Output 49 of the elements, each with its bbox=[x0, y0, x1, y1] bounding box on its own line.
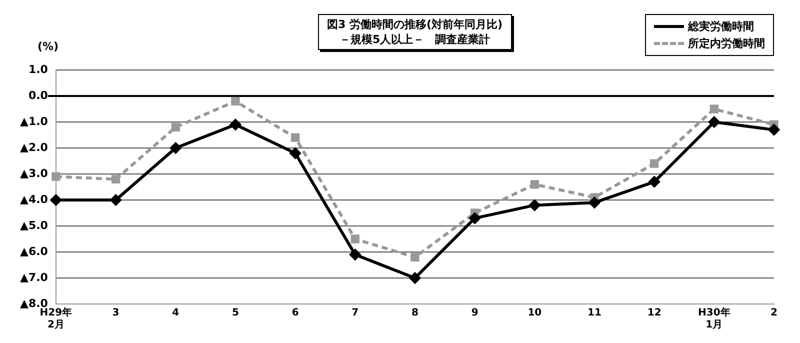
point bbox=[768, 124, 780, 136]
point bbox=[529, 200, 540, 211]
y-tick-label: 0.0 bbox=[28, 88, 48, 102]
point bbox=[52, 172, 60, 181]
x-tick-label: 7 bbox=[352, 308, 359, 319]
x-tick-label: 11 bbox=[588, 308, 602, 319]
y-tick-label: ▲2.0 bbox=[20, 140, 48, 154]
x-tick-label: 12 bbox=[647, 308, 662, 319]
point bbox=[708, 116, 720, 128]
legend-label: 総実労働時間 bbox=[688, 19, 754, 35]
y-tick-label: ▲6.0 bbox=[20, 244, 48, 258]
point bbox=[50, 194, 62, 206]
x-tick-label: 2 bbox=[770, 308, 778, 319]
point bbox=[110, 194, 122, 206]
y-tick-label: ▲1.0 bbox=[20, 114, 48, 128]
point bbox=[230, 119, 241, 130]
point bbox=[469, 212, 480, 224]
x-tick-label: 3 bbox=[112, 308, 120, 319]
point bbox=[111, 174, 120, 184]
point bbox=[410, 252, 420, 262]
y-tick-label: ▲5.0 bbox=[20, 218, 48, 232]
chart-title: 図3 労働時間の推移(対前年同月比) bbox=[327, 17, 503, 32]
y-tick-label: ▲3.0 bbox=[20, 166, 48, 180]
x-tick-label: 8 bbox=[411, 308, 418, 319]
y-axis-title: (%) bbox=[37, 40, 59, 53]
x-tick-label: 5 bbox=[232, 308, 239, 319]
x-tick-label: 6 bbox=[292, 308, 299, 319]
point bbox=[350, 249, 361, 260]
x-tick-label: H30年 1月 bbox=[698, 306, 730, 331]
point bbox=[409, 272, 420, 284]
point bbox=[350, 234, 360, 244]
point bbox=[170, 142, 182, 154]
point bbox=[530, 180, 539, 189]
point bbox=[588, 197, 600, 208]
x-tick-label: 4 bbox=[172, 308, 180, 319]
x-tick-label: 10 bbox=[528, 308, 542, 319]
point bbox=[710, 104, 718, 114]
legend-label: 所定内労働時間 bbox=[688, 36, 765, 52]
point bbox=[231, 96, 240, 106]
y-tick-label: ▲7.0 bbox=[20, 270, 48, 284]
point bbox=[290, 133, 300, 142]
x-tick-label: 9 bbox=[471, 308, 478, 319]
y-tick-label: 1.0 bbox=[28, 62, 48, 76]
y-tick-label: ▲4.0 bbox=[20, 192, 48, 206]
chart-subtitle: －規模5人以上－ 調査産業計 bbox=[338, 32, 492, 47]
point bbox=[171, 122, 180, 132]
point bbox=[648, 176, 660, 188]
point bbox=[290, 148, 301, 159]
point bbox=[650, 159, 659, 168]
